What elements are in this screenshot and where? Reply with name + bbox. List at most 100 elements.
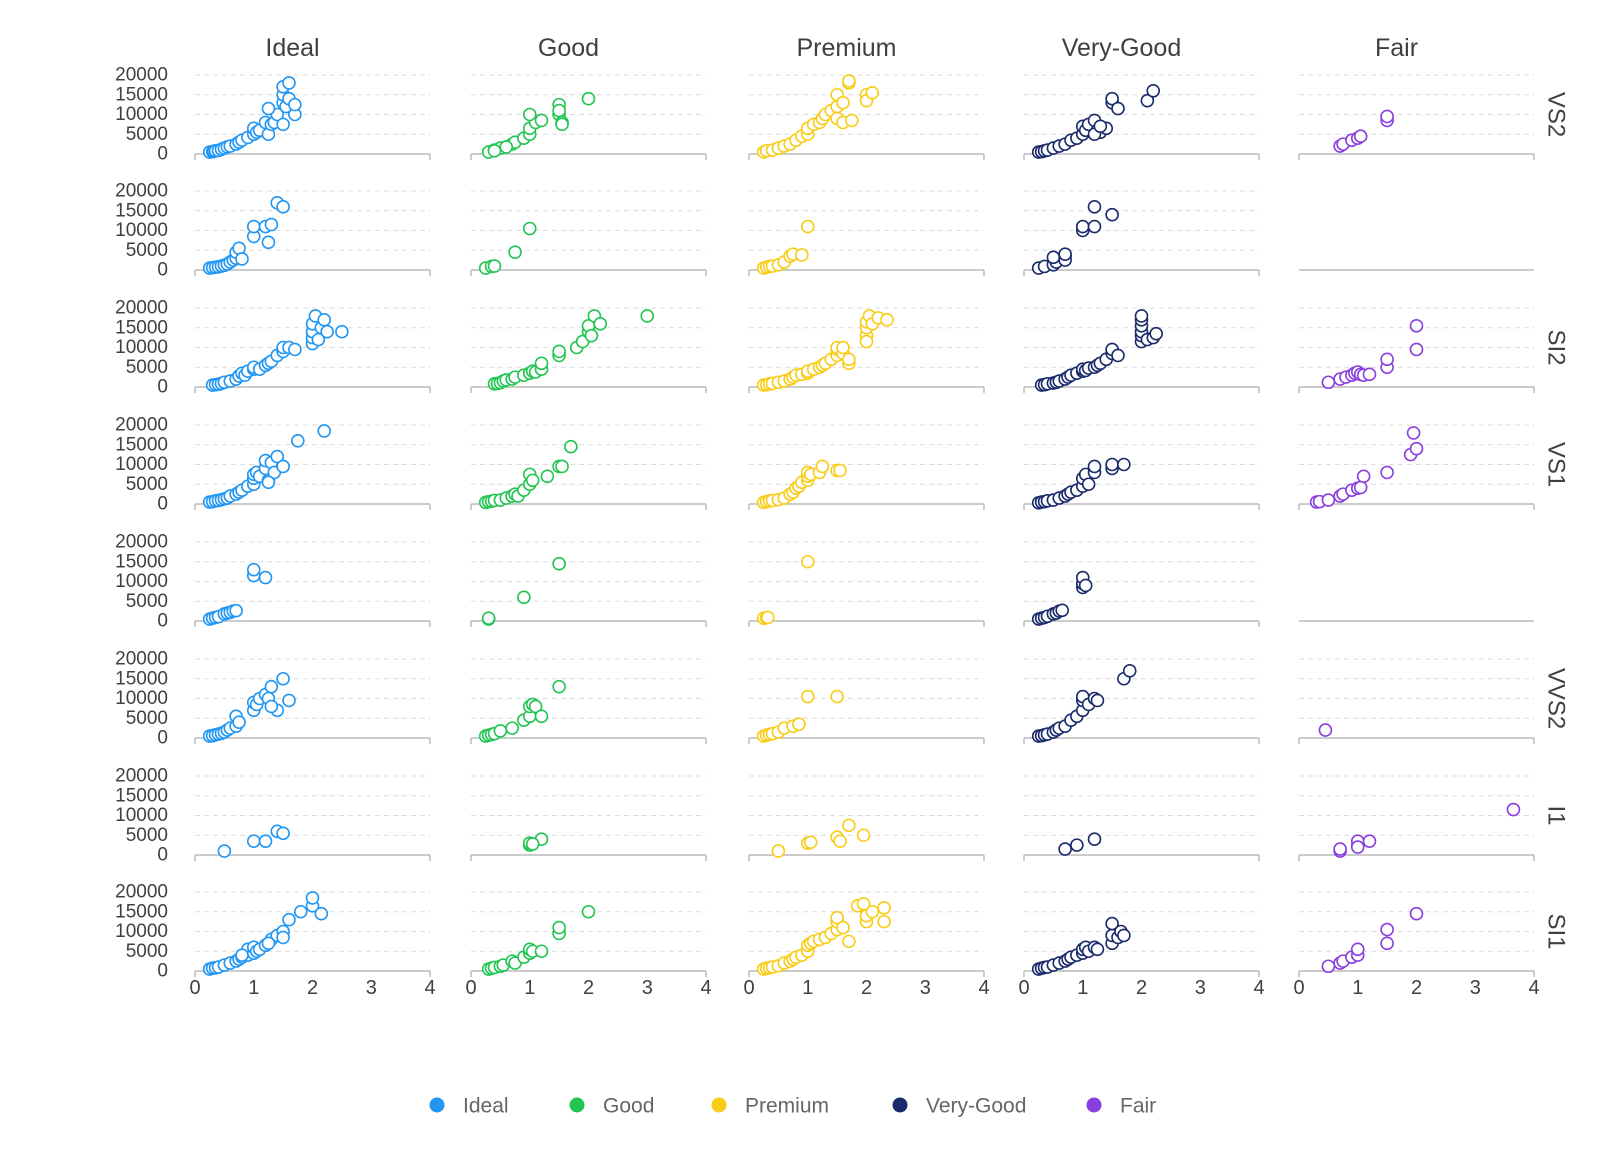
- data-point-premium: [795, 248, 809, 262]
- data-point-good: [552, 103, 566, 118]
- data-point-very-good: [1070, 838, 1084, 852]
- data-point-fair: [1350, 840, 1365, 854]
- data-point-premium: [771, 844, 786, 858]
- data-point-very-good: [1090, 693, 1105, 708]
- y-tick-label: 20000: [115, 65, 168, 86]
- data-point-premium: [800, 689, 815, 704]
- x-tick-label: 3: [920, 977, 931, 999]
- data-point-good: [522, 221, 537, 236]
- y-tick-label: 15000: [115, 200, 168, 221]
- data-point-ideal: [261, 475, 276, 490]
- x-tick-label: 4: [424, 977, 435, 999]
- data-point-fair: [1321, 493, 1336, 507]
- data-point-fair: [1409, 342, 1424, 357]
- data-point-very-good: [1058, 842, 1072, 856]
- data-point-ideal: [288, 342, 302, 357]
- data-point-good: [552, 556, 566, 571]
- data-point-good: [508, 245, 522, 260]
- y-tick-label: 10000: [115, 571, 168, 592]
- y-tick-label: 10000: [115, 921, 168, 942]
- grid-layer: [195, 74, 1534, 952]
- data-point-ideal: [264, 699, 279, 714]
- facet-row-title-si1: SI1: [1543, 913, 1570, 949]
- x-tick-label: 2: [1136, 977, 1147, 999]
- data-point-ideal: [276, 671, 290, 686]
- data-point-fair: [1362, 834, 1377, 848]
- data-point-ideal: [235, 252, 249, 266]
- y-tick-label: 0: [157, 494, 168, 515]
- points-layer: [202, 74, 1521, 976]
- y-tick-label: 15000: [115, 434, 168, 455]
- data-point-premium: [865, 85, 880, 100]
- data-point-ideal: [291, 433, 305, 448]
- legend: Ideal Good Premium Very-Good Fair: [429, 1095, 1156, 1118]
- data-point-very-good: [1087, 219, 1102, 234]
- data-point-premium: [842, 352, 856, 367]
- data-point-premium: [833, 834, 847, 848]
- x-tick-label: 1: [1077, 977, 1088, 999]
- x-tick-label: 0: [1293, 977, 1304, 999]
- data-point-very-good: [1046, 250, 1061, 265]
- data-point-good: [552, 920, 566, 935]
- data-point-very-good: [1087, 459, 1102, 474]
- data-point-very-good: [1105, 207, 1119, 222]
- data-point-ideal: [276, 826, 290, 841]
- data-point-very-good: [1134, 309, 1149, 323]
- data-point-premium: [815, 459, 830, 474]
- data-point-ideal: [246, 562, 261, 577]
- y-tick-label: 0: [157, 728, 168, 749]
- data-point-very-good: [1146, 84, 1161, 98]
- data-point-fair: [1406, 426, 1421, 440]
- data-point-fair: [1353, 480, 1368, 495]
- y-tick-label: 0: [157, 144, 168, 165]
- facet-row-title-vs2: VS2: [1543, 92, 1570, 137]
- data-point-fair: [1409, 441, 1424, 456]
- data-point-ideal: [276, 930, 290, 945]
- legend-label-ideal: Ideal: [463, 1095, 509, 1118]
- x-tick-label: 2: [1411, 977, 1422, 999]
- y-tick-label: 10000: [115, 104, 168, 125]
- data-point-very-good: [1058, 247, 1072, 261]
- data-point-very-good: [1087, 832, 1102, 847]
- legend-marker-very-good: [892, 1097, 908, 1113]
- data-point-fair: [1318, 723, 1333, 737]
- y-tick-label: 5000: [126, 591, 168, 612]
- y-tick-label: 5000: [126, 708, 168, 729]
- x-tick-label: 3: [1470, 977, 1481, 999]
- y-tick-label: 15000: [115, 84, 168, 105]
- x-tick-label: 3: [642, 977, 653, 999]
- y-tick-label: 0: [157, 845, 168, 866]
- x-tick-label: 3: [366, 977, 377, 999]
- data-point-good: [534, 709, 549, 724]
- facet-title-premium: Premium: [796, 34, 896, 62]
- data-point-premium: [833, 463, 847, 478]
- x-tick-label: 1: [524, 977, 535, 999]
- data-point-ideal: [232, 715, 246, 730]
- data-point-very-good: [1078, 578, 1093, 593]
- y-tick-label: 20000: [115, 181, 168, 202]
- data-point-fair: [1350, 942, 1365, 957]
- y-tick-label: 5000: [126, 240, 168, 261]
- y-tick-label: 20000: [115, 766, 168, 787]
- legend-label-fair: Fair: [1120, 1095, 1156, 1118]
- data-point-very-good: [1149, 326, 1163, 341]
- data-point-ideal: [317, 424, 332, 438]
- data-point-good: [552, 679, 566, 694]
- axes-layer: [194, 153, 1535, 977]
- data-point-premium: [877, 900, 891, 915]
- data-point-fair: [1356, 469, 1371, 484]
- data-point-good: [487, 259, 502, 273]
- x-tick-label: 0: [189, 977, 200, 999]
- data-point-premium: [792, 717, 806, 731]
- data-point-premium: [877, 914, 891, 929]
- data-point-good: [584, 328, 599, 343]
- data-point-very-good: [1117, 928, 1131, 943]
- data-point-very-good: [1105, 916, 1119, 931]
- x-tick-label: 4: [700, 977, 711, 999]
- x-tick-label: 4: [1528, 977, 1539, 999]
- data-point-good: [552, 344, 566, 359]
- data-point-premium: [865, 904, 880, 919]
- x-tick-label: 1: [248, 977, 259, 999]
- data-point-fair: [1380, 936, 1394, 951]
- legend-label-very-good: Very-Good: [926, 1095, 1026, 1118]
